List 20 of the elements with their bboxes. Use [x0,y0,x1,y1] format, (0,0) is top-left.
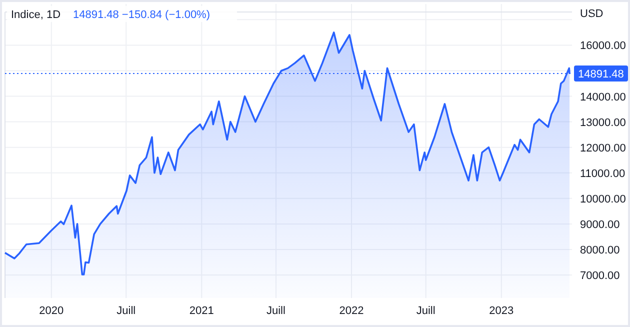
y-tick-label: 9000.00 [580,218,620,231]
x-tick-label: Juill [116,305,136,317]
chart-subtitle: 14891.48 −150.84 (−1.00%) [73,9,210,21]
y-tick-label: 8000.00 [580,244,620,256]
y-tick-label: 11000.00 [580,168,626,180]
x-tick-label: 2020 [39,305,64,317]
y-tick-label: 7000.00 [580,270,620,282]
x-tick-label: Juill [416,305,436,317]
y-tick-label: 14000.00 [580,91,626,104]
y-tick-label: 16000.00 [580,40,626,52]
x-tick-label: 2022 [339,305,364,317]
x-tick-label: 2021 [189,305,214,317]
y-tick-label: 13000.00 [580,116,626,129]
y-tick-label: 10000.00 [580,193,626,206]
chart-title: Indice, 1D [11,9,61,21]
y-tick-label: 12000.00 [580,142,626,154]
y-axis-title: USD [580,8,604,20]
x-tick-label: Juill [266,305,286,317]
x-tick-label: 2023 [489,305,514,317]
ref-line-label: 14891.48 [578,68,624,81]
